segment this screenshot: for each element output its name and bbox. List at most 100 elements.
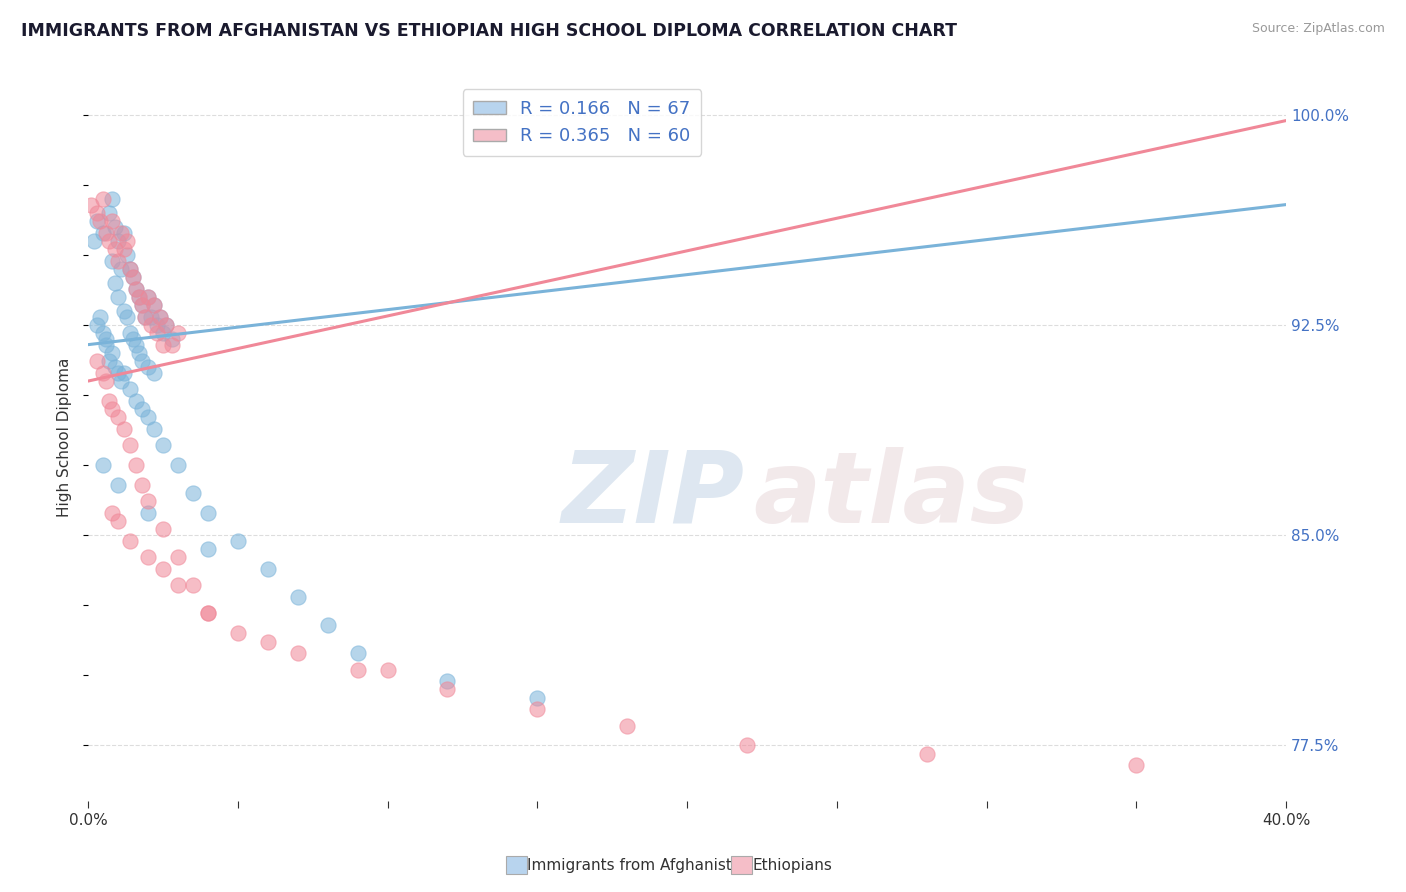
Point [120, 326, 142, 341]
Point [287, 646, 309, 660]
Point [915, 747, 938, 761]
Point [110, 262, 132, 277]
Point [128, 346, 150, 360]
Point [526, 690, 548, 705]
Text: Ethiopians: Ethiopians [752, 858, 832, 872]
Legend: R = 0.166   N = 67, R = 0.365   N = 60: R = 0.166 N = 67, R = 0.365 N = 60 [463, 89, 702, 156]
Point [94, 374, 117, 388]
Point [160, 332, 183, 346]
Point [98, 206, 121, 220]
Point [98, 354, 121, 368]
Point [155, 318, 177, 332]
Point [152, 438, 174, 452]
Point [110, 374, 132, 388]
Point [122, 270, 145, 285]
Point [136, 290, 159, 304]
Text: Immigrants from Afghanistan: Immigrants from Afghanistan [527, 858, 751, 872]
Point [120, 383, 142, 397]
Y-axis label: High School Diploma: High School Diploma [58, 358, 72, 516]
Point [346, 646, 368, 660]
Point [101, 192, 124, 206]
Point [197, 542, 219, 557]
Point [107, 514, 129, 528]
Point [143, 298, 166, 312]
Point [91, 226, 114, 240]
Text: IMMIGRANTS FROM AFGHANISTAN VS ETHIOPIAN HIGH SCHOOL DIPLOMA CORRELATION CHART: IMMIGRANTS FROM AFGHANISTAN VS ETHIOPIAN… [21, 22, 957, 40]
Point [181, 486, 204, 500]
Point [107, 290, 129, 304]
Point [149, 310, 172, 324]
Point [86, 354, 108, 368]
Point [377, 663, 399, 677]
Point [101, 346, 124, 360]
Point [94, 226, 117, 240]
Point [197, 506, 219, 520]
Point [86, 206, 108, 220]
Point [110, 226, 132, 240]
Point [131, 402, 153, 417]
Point [120, 262, 142, 277]
Point [146, 326, 169, 341]
Point [139, 310, 162, 324]
Point [86, 318, 108, 332]
Point [112, 243, 135, 257]
Point [112, 366, 135, 380]
Point [149, 310, 172, 324]
Point [167, 550, 190, 565]
Point [98, 393, 121, 408]
Point [131, 477, 153, 491]
Point [94, 337, 117, 351]
Text: ZIP: ZIP [561, 447, 744, 544]
Point [125, 282, 148, 296]
Point [89, 214, 111, 228]
Point [91, 192, 114, 206]
Point [104, 243, 127, 257]
Point [120, 438, 142, 452]
Point [160, 337, 183, 351]
Point [155, 318, 177, 332]
Point [197, 607, 219, 621]
Point [122, 332, 145, 346]
Point [152, 562, 174, 576]
Point [152, 337, 174, 351]
Point [120, 533, 142, 548]
Point [128, 290, 150, 304]
Point [131, 298, 153, 312]
Point [101, 402, 124, 417]
Point [125, 282, 148, 296]
Point [256, 562, 278, 576]
Point [136, 359, 159, 374]
Text: atlas: atlas [754, 447, 1029, 544]
Point [256, 634, 278, 648]
Point [226, 533, 249, 548]
Point [94, 332, 117, 346]
Point [112, 304, 135, 318]
Point [104, 219, 127, 234]
Point [107, 477, 129, 491]
Point [101, 253, 124, 268]
Point [98, 234, 121, 248]
Point [143, 366, 166, 380]
Point [167, 326, 190, 341]
Point [316, 617, 339, 632]
Point [287, 590, 309, 604]
Point [91, 326, 114, 341]
Point [197, 607, 219, 621]
Point [83, 234, 105, 248]
Point [91, 458, 114, 472]
Point [107, 234, 129, 248]
Point [616, 718, 638, 732]
Point [122, 270, 145, 285]
Point [134, 310, 156, 324]
Point [139, 318, 162, 332]
Point [125, 337, 148, 351]
Point [101, 506, 124, 520]
Point [735, 738, 758, 752]
Point [1125, 757, 1147, 772]
Point [115, 234, 138, 248]
Point [134, 310, 156, 324]
Point [143, 422, 166, 436]
Point [143, 298, 166, 312]
Point [152, 523, 174, 537]
Point [181, 578, 204, 592]
